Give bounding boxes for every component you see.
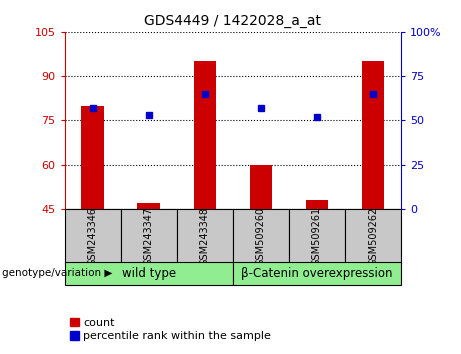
Bar xyxy=(137,203,160,209)
FancyBboxPatch shape xyxy=(121,209,177,264)
Bar xyxy=(82,105,104,209)
Text: GSM243348: GSM243348 xyxy=(200,207,210,266)
Text: GSM243347: GSM243347 xyxy=(144,207,154,266)
FancyBboxPatch shape xyxy=(289,209,345,264)
FancyBboxPatch shape xyxy=(65,209,121,264)
Bar xyxy=(194,61,216,209)
Bar xyxy=(362,61,384,209)
FancyBboxPatch shape xyxy=(233,262,401,285)
FancyBboxPatch shape xyxy=(345,209,401,264)
FancyBboxPatch shape xyxy=(233,209,289,264)
Text: GSM509261: GSM509261 xyxy=(312,207,322,266)
Text: genotype/variation ▶: genotype/variation ▶ xyxy=(2,268,112,278)
Text: wild type: wild type xyxy=(122,267,176,280)
Bar xyxy=(250,165,272,209)
Text: GSM243346: GSM243346 xyxy=(88,207,98,266)
Text: GSM509262: GSM509262 xyxy=(368,207,378,266)
FancyBboxPatch shape xyxy=(177,209,233,264)
Text: β-Catenin overexpression: β-Catenin overexpression xyxy=(241,267,393,280)
Text: GSM509260: GSM509260 xyxy=(256,207,266,266)
Bar xyxy=(306,200,328,209)
FancyBboxPatch shape xyxy=(65,262,233,285)
Title: GDS4449 / 1422028_a_at: GDS4449 / 1422028_a_at xyxy=(144,14,321,28)
Legend: count, percentile rank within the sample: count, percentile rank within the sample xyxy=(70,318,272,341)
